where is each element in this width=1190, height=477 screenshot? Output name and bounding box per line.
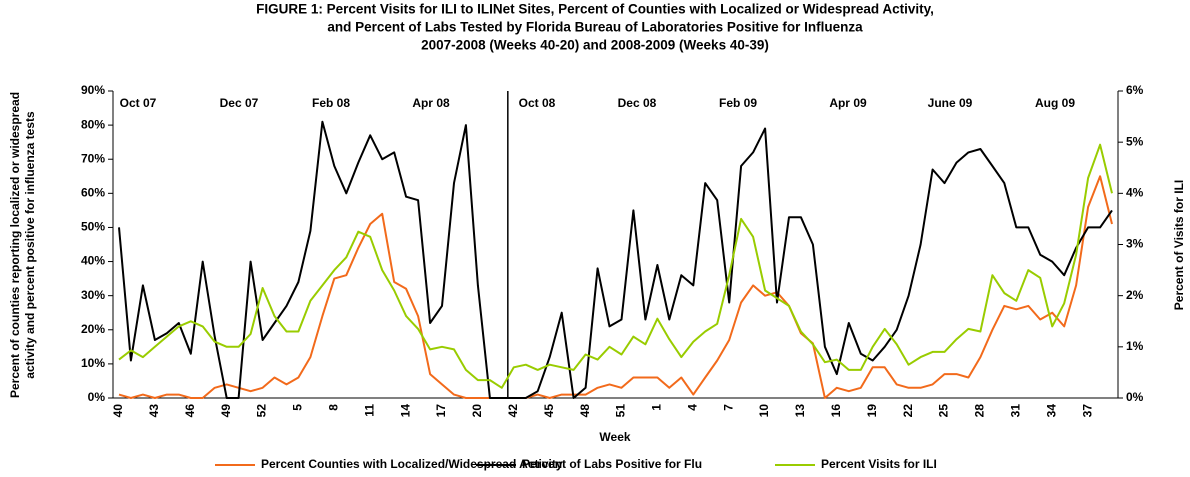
x-axis-title: Week bbox=[599, 430, 630, 444]
x-tick-label: 7 bbox=[721, 404, 735, 411]
x-tick-label: 8 bbox=[327, 404, 341, 411]
y2-tick-label: 4% bbox=[1126, 186, 1144, 200]
x-tick-label: 1 bbox=[650, 404, 664, 411]
annotation: June 09 bbox=[928, 96, 973, 110]
series-line bbox=[118, 175, 1113, 399]
x-tick-label: 4 bbox=[685, 404, 699, 411]
legend-label: Percent of Labs Positive for Flu bbox=[522, 457, 702, 471]
y-tick-label: 40% bbox=[81, 254, 105, 268]
annotation: Oct 07 bbox=[120, 96, 157, 110]
annotation: Feb 09 bbox=[719, 96, 757, 110]
x-tick-label: 19 bbox=[865, 404, 879, 418]
annotation: Apr 08 bbox=[412, 96, 450, 110]
y-tick-label: 50% bbox=[81, 220, 105, 234]
legend-label: Percent Visits for ILI bbox=[821, 457, 937, 471]
x-tick-label: 11 bbox=[362, 404, 376, 417]
x-tick-label: 22 bbox=[901, 404, 915, 418]
y-axis-title: activity and percent positive for influe… bbox=[23, 111, 37, 379]
y2-tick-label: 0% bbox=[1126, 390, 1144, 404]
annotation: Dec 07 bbox=[220, 96, 259, 110]
x-tick-label: 28 bbox=[973, 404, 987, 418]
x-tick-label: 17 bbox=[434, 404, 448, 418]
y-tick-label: 60% bbox=[81, 186, 105, 200]
chart-title: 2007-2008 (Weeks 40-20) and 2008-2009 (W… bbox=[421, 38, 769, 53]
x-tick-label: 51 bbox=[614, 404, 628, 418]
annotation: Oct 08 bbox=[519, 96, 556, 110]
series-line bbox=[118, 120, 1113, 399]
x-tick-label: 45 bbox=[542, 404, 556, 418]
x-tick-label: 5 bbox=[291, 404, 305, 411]
x-tick-label: 46 bbox=[183, 404, 197, 418]
x-tick-label: 42 bbox=[506, 404, 520, 418]
x-tick-label: 52 bbox=[255, 404, 269, 418]
y-tick-label: 80% bbox=[81, 117, 105, 131]
x-tick-label: 37 bbox=[1080, 404, 1094, 418]
y-tick-label: 0% bbox=[88, 390, 106, 404]
y2-tick-label: 6% bbox=[1126, 83, 1144, 97]
x-tick-label: 43 bbox=[147, 404, 161, 418]
x-tick-label: 40 bbox=[111, 404, 125, 418]
chart-title: and Percent of Labs Tested by Florida Bu… bbox=[327, 20, 863, 35]
y2-tick-label: 3% bbox=[1126, 237, 1144, 251]
annotation: Apr 09 bbox=[829, 96, 867, 110]
y2-tick-label: 5% bbox=[1126, 134, 1144, 148]
x-tick-label: 25 bbox=[937, 404, 951, 418]
x-tick-label: 16 bbox=[829, 404, 843, 418]
annotation: Aug 09 bbox=[1035, 96, 1075, 110]
y-axis-title: Percent of counties reporting localized … bbox=[8, 92, 22, 398]
y-tick-label: 70% bbox=[81, 151, 105, 165]
x-tick-label: 31 bbox=[1008, 404, 1022, 418]
y-tick-label: 20% bbox=[81, 322, 105, 336]
x-tick-label: 14 bbox=[398, 404, 412, 418]
series-line bbox=[118, 143, 1113, 389]
legend-label: Percent Counties with Localized/Widespre… bbox=[261, 457, 563, 471]
x-tick-label: 49 bbox=[219, 404, 233, 418]
y-tick-label: 10% bbox=[81, 356, 105, 370]
annotation: Dec 08 bbox=[618, 96, 657, 110]
x-tick-label: 34 bbox=[1044, 404, 1058, 418]
y2-tick-label: 2% bbox=[1126, 288, 1144, 302]
x-tick-label: 20 bbox=[470, 404, 484, 418]
x-tick-label: 13 bbox=[793, 404, 807, 418]
x-tick-label: 10 bbox=[757, 404, 771, 418]
y2-axis-title: Percent of Visits for ILI bbox=[1172, 180, 1186, 310]
y2-tick-label: 1% bbox=[1126, 339, 1144, 353]
y-tick-label: 90% bbox=[81, 83, 105, 97]
y-tick-label: 30% bbox=[81, 288, 105, 302]
chart-title: FIGURE 1: Percent Visits for ILI to ILIN… bbox=[256, 2, 934, 17]
annotation: Feb 08 bbox=[312, 96, 350, 110]
x-tick-label: 48 bbox=[578, 404, 592, 418]
